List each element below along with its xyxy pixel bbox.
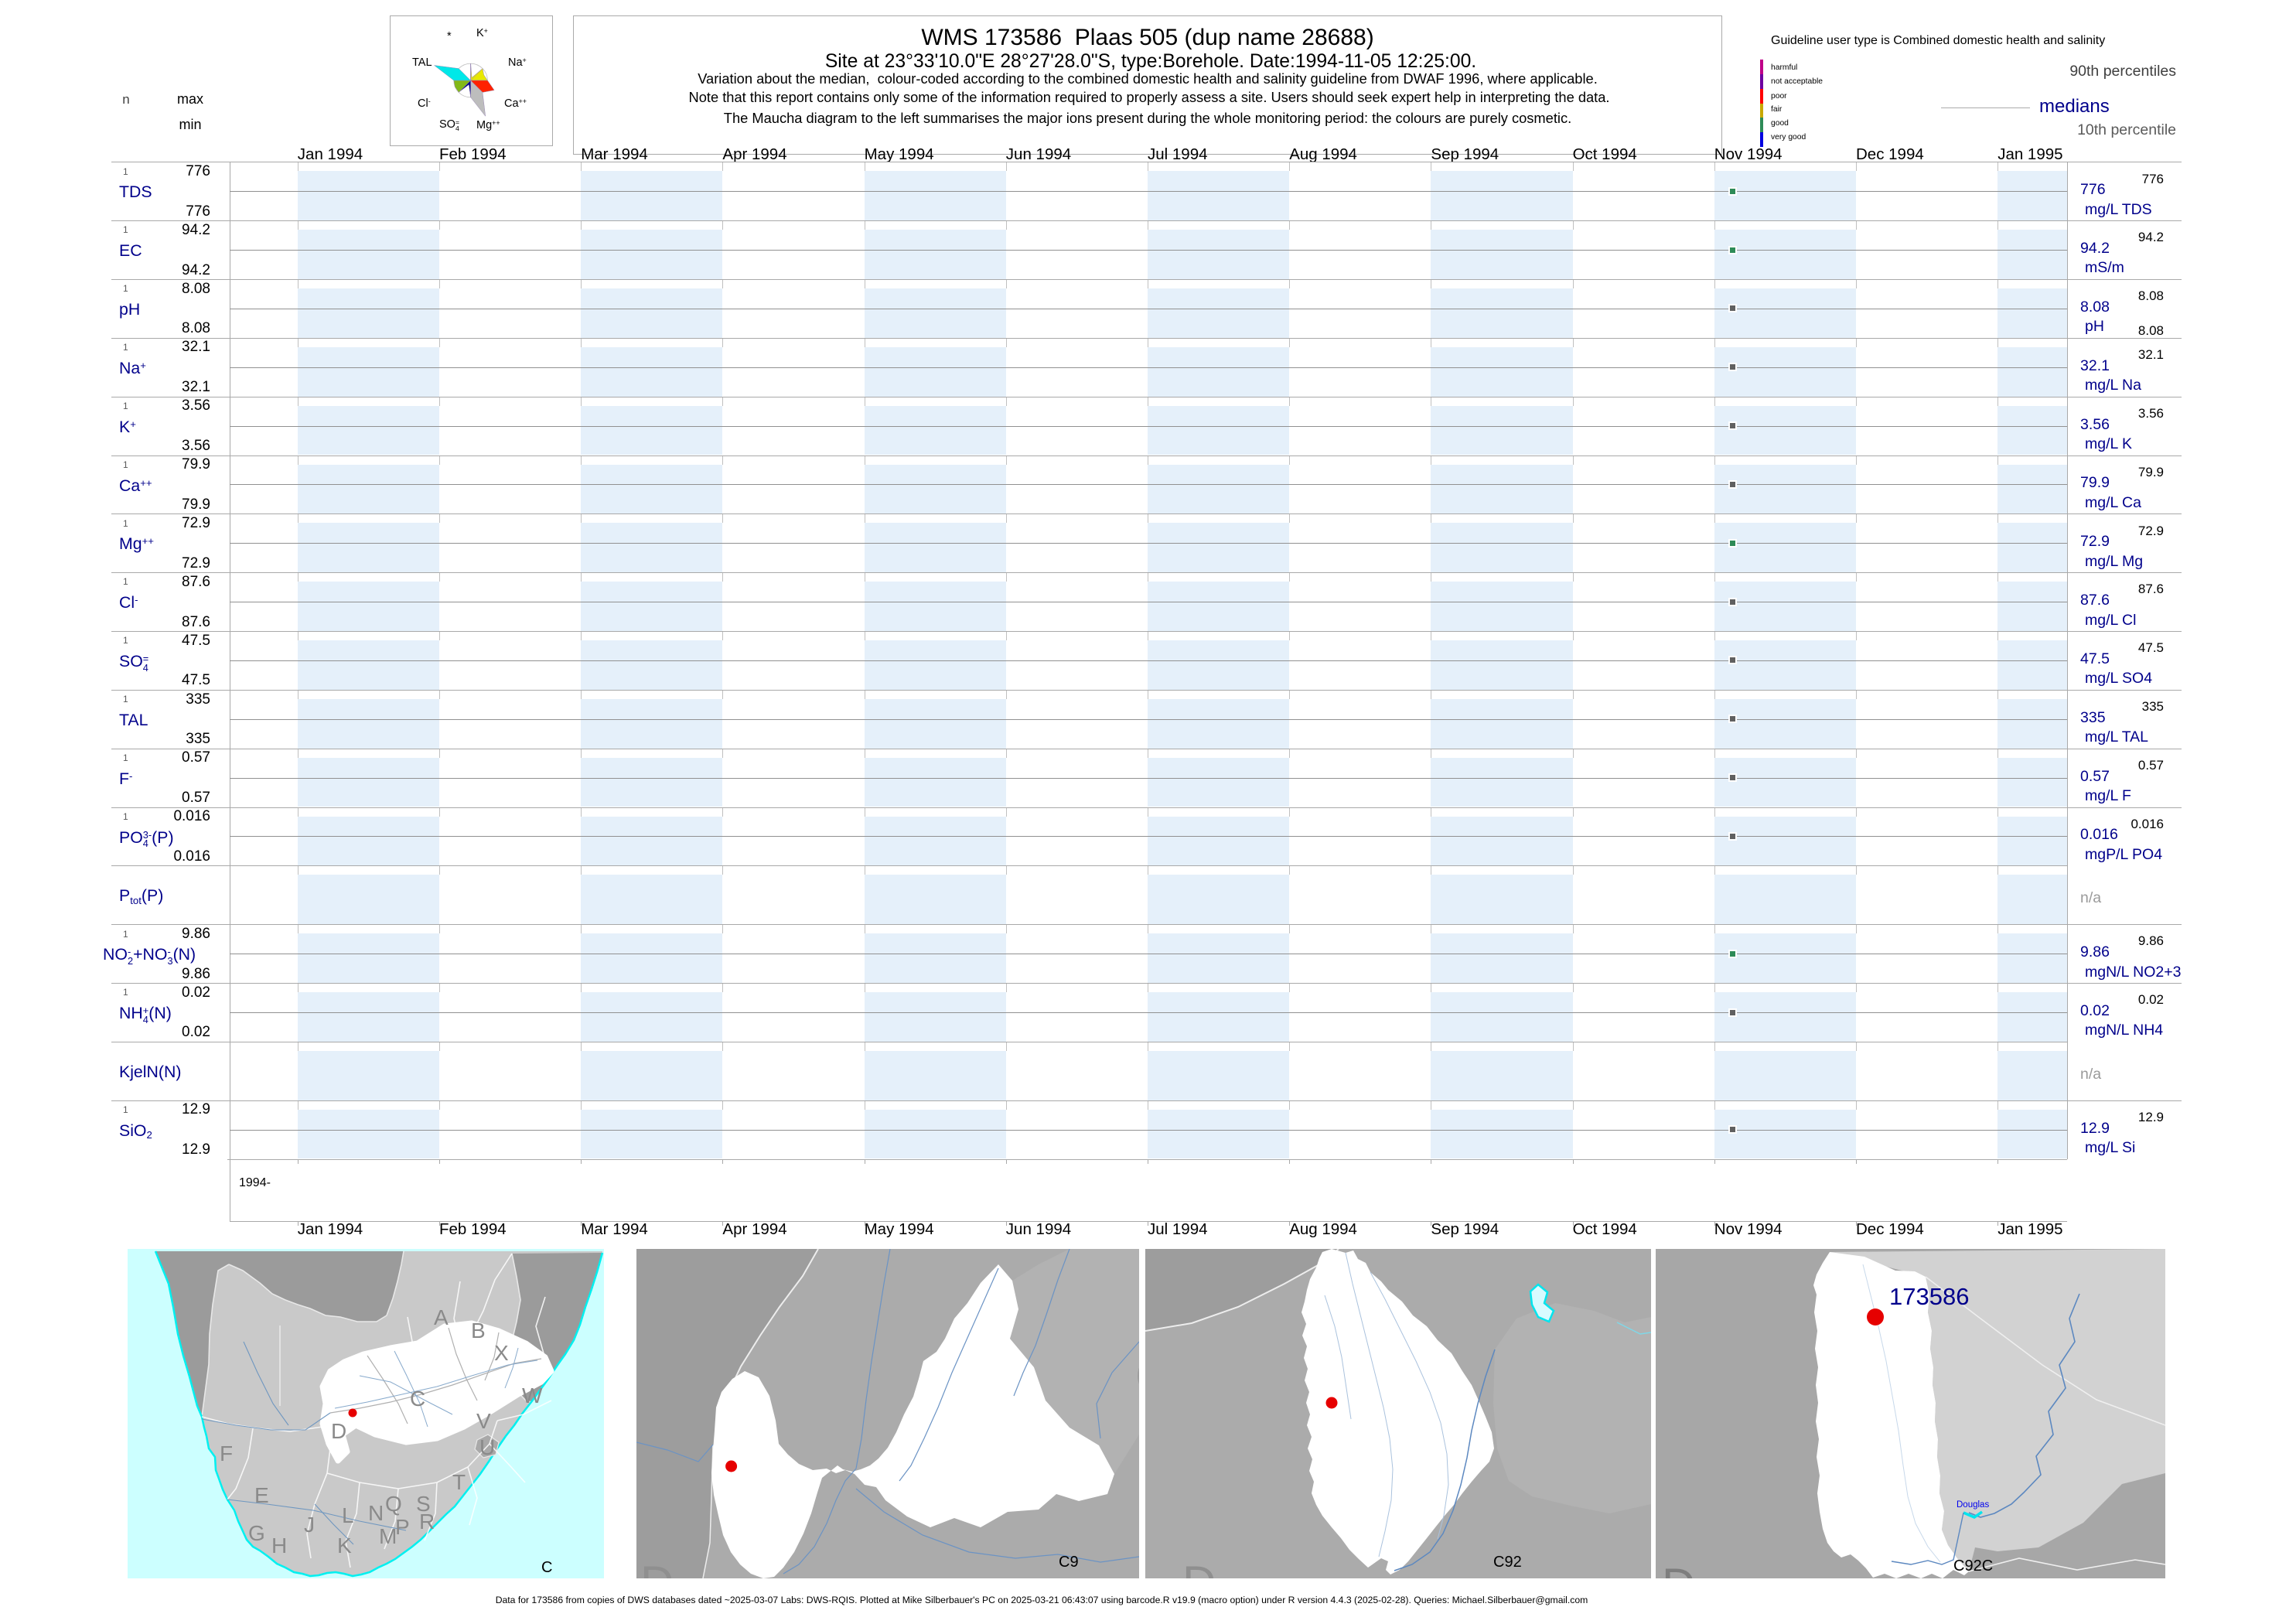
svg-text:B: B <box>471 1319 486 1343</box>
svg-text:C: C <box>410 1387 425 1411</box>
svg-text:X: X <box>494 1341 509 1365</box>
svg-text:C92: C92 <box>1493 1554 1522 1571</box>
svg-text:J: J <box>304 1513 315 1537</box>
svg-text:T: T <box>452 1470 466 1494</box>
svg-text:R: R <box>419 1510 435 1534</box>
svg-text:H: H <box>271 1534 287 1557</box>
svg-text:P: P <box>395 1515 410 1539</box>
svg-text:N: N <box>368 1501 384 1525</box>
svg-text:C92C: C92C <box>1953 1557 1993 1575</box>
svg-text:D: D <box>331 1419 346 1443</box>
svg-text:K: K <box>337 1534 352 1557</box>
svg-text:D: D <box>1662 1559 1695 1578</box>
svg-text:Douglas: Douglas <box>1957 1500 1989 1510</box>
svg-text:D: D <box>640 1557 674 1578</box>
svg-text:L: L <box>342 1503 354 1527</box>
svg-text:W: W <box>522 1383 543 1407</box>
svg-text:V: V <box>476 1409 491 1433</box>
svg-text:C9: C9 <box>1059 1554 1079 1571</box>
svg-text:Q: Q <box>385 1492 402 1516</box>
svg-text:S: S <box>416 1492 431 1516</box>
svg-text:F: F <box>220 1441 233 1465</box>
svg-text:M: M <box>379 1524 397 1548</box>
svg-text:D: D <box>1182 1557 1216 1578</box>
svg-text:U: U <box>479 1435 495 1459</box>
svg-text:C: C <box>1135 1350 1139 1402</box>
svg-text:G: G <box>248 1521 265 1545</box>
svg-text:C: C <box>541 1559 552 1576</box>
svg-text:E: E <box>254 1483 269 1507</box>
svg-text:A: A <box>434 1305 449 1329</box>
svg-text:173586: 173586 <box>1889 1283 1969 1310</box>
